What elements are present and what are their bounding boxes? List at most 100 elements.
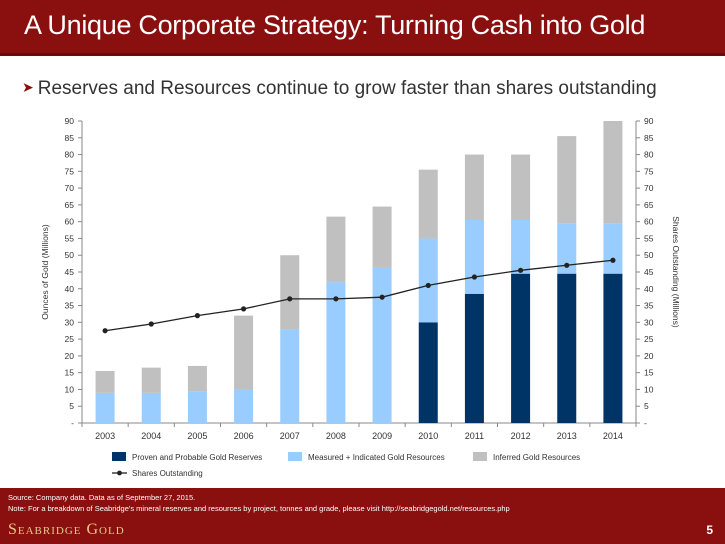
bar-inferred-gold-resources-2009 xyxy=(372,206,392,267)
x-tick-label-2004: 2004 xyxy=(141,431,161,441)
legend-label-inferred-gold-resources: Inferred Gold Resources xyxy=(493,453,580,462)
y-tick-label-right: 70 xyxy=(644,183,654,193)
legend-swatch-measured-indicated-gold-resources xyxy=(288,452,302,461)
y-tick-label-left: - xyxy=(71,418,74,428)
bullet-arrow-icon: ➤ xyxy=(22,79,34,95)
y-tick-label-right: 80 xyxy=(644,150,654,160)
shares-point-2007 xyxy=(287,296,293,302)
y-tick-label-right: 45 xyxy=(644,267,654,277)
y-tick-label-right: 25 xyxy=(644,334,654,344)
shares-point-2005 xyxy=(194,313,201,319)
bar-measured-indicated-gold-resources-2014 xyxy=(603,223,623,274)
y-tick-label-right: 85 xyxy=(644,133,654,143)
bar-measured-indicated-gold-resources-2010 xyxy=(418,238,438,323)
shares-point-2006 xyxy=(240,306,247,312)
shares-point-2011 xyxy=(471,274,478,280)
slide-title: A Unique Corporate Strategy: Turning Cas… xyxy=(24,10,646,40)
title-bar: A Unique Corporate Strategy: Turning Cas… xyxy=(0,0,725,56)
bar-measured-indicated-gold-resources-2003 xyxy=(95,392,115,423)
y-tick-label-left: 30 xyxy=(65,317,75,327)
bar-measured-indicated-gold-resources-2007 xyxy=(280,329,300,423)
x-tick-label-2010: 2010 xyxy=(418,431,438,441)
y-tick-label-right: 30 xyxy=(644,317,654,327)
bar-inferred-gold-resources-2004 xyxy=(141,367,161,393)
y-tick-label-right: 10 xyxy=(644,384,654,394)
bar-inferred-gold-resources-2010 xyxy=(418,169,438,239)
y-tick-label-left: 65 xyxy=(65,200,75,210)
shares-outstanding-line xyxy=(104,259,613,332)
y-tick-label-left: 55 xyxy=(65,233,75,243)
footer-bar: Source: Company data. Data as of Septemb… xyxy=(0,488,725,544)
bar-measured-indicated-gold-resources-2013 xyxy=(557,223,577,274)
bar-proven-and-probable-gold-reserves-2010 xyxy=(418,322,438,423)
bar-proven-and-probable-gold-reserves-2012 xyxy=(511,273,531,423)
bar-measured-indicated-gold-resources-2006 xyxy=(234,389,254,423)
y-axis-label-right: Shares Outstanding (Millions) xyxy=(671,216,681,328)
footnote: Note: For a breakdown of Seabridge's min… xyxy=(8,504,510,513)
y-tick-label-left: 20 xyxy=(65,351,75,361)
x-tick-label-2003: 2003 xyxy=(95,431,115,441)
bar-inferred-gold-resources-2011 xyxy=(464,154,484,220)
bullet-text: Reserves and Resources continue to grow … xyxy=(37,78,657,99)
y-tick-label-left: 45 xyxy=(65,267,75,277)
bar-measured-indicated-gold-resources-2008 xyxy=(326,282,346,423)
y-tick-label-left: 90 xyxy=(65,116,75,126)
shares-point-2009 xyxy=(379,294,385,300)
bullet-point: ➤ Reserves and Resources continue to grow… xyxy=(22,78,657,100)
bar-measured-indicated-gold-resources-2011 xyxy=(464,219,484,294)
y-tick-label-left: 80 xyxy=(65,150,75,160)
bar-measured-indicated-gold-resources-2009 xyxy=(372,266,392,423)
shares-point-2008 xyxy=(333,296,339,302)
bar-measured-indicated-gold-resources-2012 xyxy=(511,219,531,274)
y-tick-label-right: 5 xyxy=(644,401,649,411)
bar-measured-indicated-gold-resources-2005 xyxy=(187,391,207,423)
y-tick-label-right: 55 xyxy=(644,233,654,243)
bar-inferred-gold-resources-2012 xyxy=(511,154,531,220)
x-tick-label-2009: 2009 xyxy=(372,431,392,441)
y-tick-label-left: 10 xyxy=(65,384,75,394)
y-tick-label-left: 85 xyxy=(65,133,75,143)
x-tick-label-2012: 2012 xyxy=(511,431,531,441)
bar-proven-and-probable-gold-reserves-2011 xyxy=(464,293,484,423)
y-tick-label-left: 15 xyxy=(65,368,75,378)
y-tick-label-right: 40 xyxy=(644,284,654,294)
y-tick-label-right: 35 xyxy=(644,301,654,311)
y-tick-label-left: 50 xyxy=(65,250,75,260)
y-tick-label-left: 5 xyxy=(69,401,74,411)
legend-marker-shares xyxy=(117,470,122,476)
bar-inferred-gold-resources-2006 xyxy=(234,315,254,390)
bar-inferred-gold-resources-2007 xyxy=(280,255,300,330)
shares-point-2014 xyxy=(610,257,616,263)
page-number: 5 xyxy=(706,523,713,537)
legend-label-shares-outstanding: Shares Outstanding xyxy=(132,469,203,478)
shares-point-2004 xyxy=(148,321,154,327)
bar-inferred-gold-resources-2008 xyxy=(326,216,346,283)
y-tick-label-left: 70 xyxy=(65,183,75,193)
brand-logo: Seabridge Gold xyxy=(8,521,125,538)
legend-swatch-inferred-gold-resources xyxy=(473,452,487,461)
x-tick-label-2006: 2006 xyxy=(234,431,254,441)
shares-point-2012 xyxy=(517,267,524,273)
y-tick-label-left: 35 xyxy=(65,301,75,311)
y-tick-label-left: 75 xyxy=(65,166,75,176)
y-tick-label-right: 65 xyxy=(644,200,654,210)
legend-swatch-proven-and-probable-gold-reserves xyxy=(112,452,126,461)
x-tick-label-2014: 2014 xyxy=(603,431,623,441)
y-tick-label-right: - xyxy=(644,418,647,428)
legend-label-measured-indicated-gold-resources: Measured + Indicated Gold Resources xyxy=(308,453,445,462)
bar-proven-and-probable-gold-reserves-2014 xyxy=(603,273,623,423)
bar-inferred-gold-resources-2003 xyxy=(95,370,115,393)
x-tick-label-2005: 2005 xyxy=(187,431,207,441)
bar-measured-indicated-gold-resources-2004 xyxy=(141,392,161,423)
bar-inferred-gold-resources-2014 xyxy=(603,121,623,224)
y-tick-label-right: 50 xyxy=(644,250,654,260)
bar-inferred-gold-resources-2013 xyxy=(557,136,577,224)
y-tick-label-left: 25 xyxy=(65,334,75,344)
x-tick-label-2011: 2011 xyxy=(465,431,484,441)
x-tick-label-2008: 2008 xyxy=(326,431,346,441)
source-note: Source: Company data. Data as of Septemb… xyxy=(8,493,196,502)
y-tick-label-right: 75 xyxy=(644,166,654,176)
y-tick-label-right: 20 xyxy=(644,351,654,361)
x-tick-label-2013: 2013 xyxy=(557,431,577,441)
legend-label-proven-and-probable-gold-reserves: Proven and Probable Gold Reserves xyxy=(132,453,262,462)
